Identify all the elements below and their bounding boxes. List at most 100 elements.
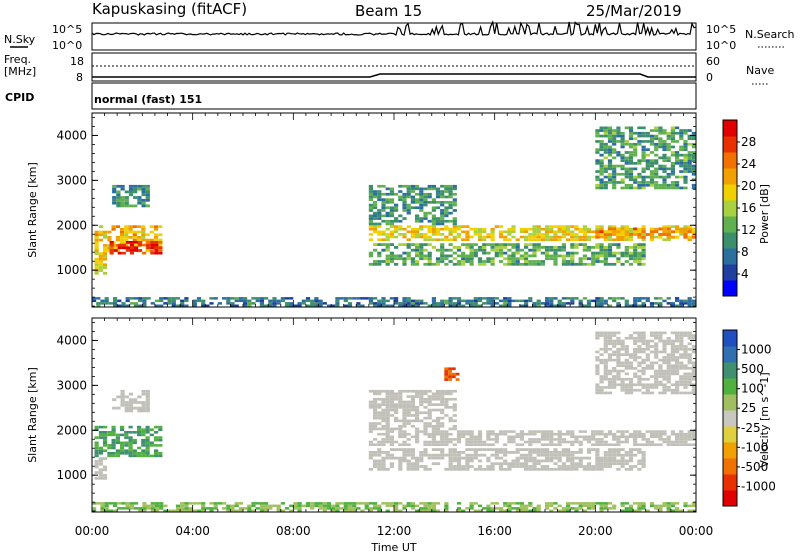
- heatmap-cell: [599, 172, 604, 176]
- heatmap-cell: [612, 142, 617, 146]
- heatmap-cell: [251, 504, 256, 508]
- heatmap-cell: [385, 432, 390, 436]
- heatmap-cell: [406, 297, 411, 300]
- freq-tick-bottom: 8: [76, 71, 83, 84]
- heatmap-cell: [649, 430, 655, 433]
- heatmap-cell: [440, 411, 445, 415]
- heatmap-cell: [591, 257, 596, 261]
- heatmap-cell: [607, 462, 613, 466]
- heatmap-cell: [654, 380, 659, 384]
- heatmap-cell: [431, 209, 436, 212]
- heatmap-cell: [423, 406, 428, 409]
- heatmap-cell: [111, 425, 116, 429]
- heatmap-cell: [582, 297, 587, 300]
- heatmap-cell: [410, 453, 415, 457]
- heatmap-cell: [658, 380, 663, 384]
- heatmap-cell: [440, 438, 445, 441]
- heatmap-cell: [532, 467, 537, 471]
- heatmap-cell: [385, 299, 390, 303]
- heatmap-cell: [662, 358, 667, 362]
- heatmap-cell: [670, 502, 675, 505]
- heatmap-cell: [662, 347, 667, 351]
- heatmap-cell: [115, 438, 120, 442]
- heatmap-cell: [561, 254, 566, 258]
- heatmap-cell: [440, 456, 445, 460]
- heatmap-cell: [431, 440, 436, 444]
- heatmap-cell: [628, 238, 634, 241]
- heatmap-cell: [398, 304, 403, 307]
- heatmap-cell: [368, 192, 373, 196]
- heatmap-cell: [595, 462, 600, 466]
- heatmap-cell: [515, 246, 520, 249]
- heatmap-cell: [486, 233, 491, 236]
- heatmap-cell: [654, 336, 659, 340]
- heatmap-cell: [687, 342, 692, 346]
- heatmap-cell: [540, 465, 545, 468]
- heatmap-cell: [633, 145, 638, 149]
- heatmap-cell: [423, 448, 428, 451]
- heatmap-cell: [612, 164, 617, 168]
- heatmap-cell: [461, 254, 466, 258]
- heatmap-cell: [540, 453, 545, 457]
- heatmap-cell: [158, 444, 163, 447]
- heatmap-cell: [570, 302, 575, 305]
- heatmap-cell: [134, 241, 139, 244]
- heatmap-cell: [670, 331, 675, 335]
- heatmap-cell: [603, 462, 608, 466]
- heatmap-cell: [469, 502, 474, 505]
- heatmap-cell: [264, 507, 269, 510]
- heatmap-cell: [389, 304, 394, 307]
- heatmap-cell: [687, 336, 692, 340]
- heatmap-cell: [620, 361, 625, 365]
- heatmap-cell: [461, 262, 466, 266]
- heatmap-cell: [683, 233, 688, 236]
- heatmap-cell: [107, 444, 112, 447]
- heatmap-cell: [188, 502, 193, 505]
- heatmap-cell: [649, 142, 655, 146]
- heatmap-cell: [137, 433, 142, 437]
- heatmap-cell: [498, 230, 504, 234]
- heatmap-cell: [465, 467, 470, 471]
- heatmap-cell: [125, 299, 130, 303]
- heatmap-cell: [599, 134, 604, 138]
- heatmap-cell: [624, 507, 629, 510]
- heatmap-cell: [238, 299, 243, 303]
- heatmap-cell: [394, 203, 399, 207]
- heatmap-cell: [603, 465, 608, 468]
- heatmap-cell: [373, 225, 378, 228]
- heatmap-cell: [641, 254, 646, 258]
- heatmap-cell: [435, 424, 441, 428]
- heatmap-cell: [410, 403, 415, 406]
- heatmap-cell: [670, 162, 675, 165]
- heatmap-cell: [128, 184, 134, 188]
- heatmap-cell: [691, 504, 696, 508]
- heatmap-cell: [423, 192, 428, 196]
- heatmap-cell: [675, 372, 680, 376]
- heatmap-cell: [142, 297, 147, 300]
- heatmap-cell: [158, 244, 163, 247]
- heatmap-cell: [599, 443, 604, 446]
- heatmap-cell: [398, 432, 403, 436]
- heatmap-cell: [641, 262, 646, 266]
- heatmap-cell: [524, 509, 529, 512]
- heatmap-cell: [599, 140, 604, 143]
- heatmap-cell: [616, 430, 621, 433]
- heatmap-cell: [591, 235, 596, 239]
- heatmap-cell: [180, 304, 185, 307]
- heatmap-cell: [128, 406, 134, 410]
- heatmap-cell: [566, 251, 571, 255]
- heatmap-cell: [524, 262, 529, 266]
- heatmap-cell: [465, 456, 470, 460]
- heatmap-cell: [146, 241, 151, 244]
- heatmap-cell: [553, 297, 558, 300]
- heatmap-cell: [612, 443, 617, 446]
- heatmap-cell: [452, 389, 457, 393]
- heatmap-cell: [666, 225, 671, 228]
- heatmap-cell: [649, 432, 655, 436]
- heatmap-cell: [675, 151, 680, 154]
- heatmap-cell: [373, 248, 378, 252]
- heatmap-cell: [624, 246, 629, 249]
- heatmap-cell: [94, 460, 99, 463]
- heatmap-cell: [687, 383, 692, 387]
